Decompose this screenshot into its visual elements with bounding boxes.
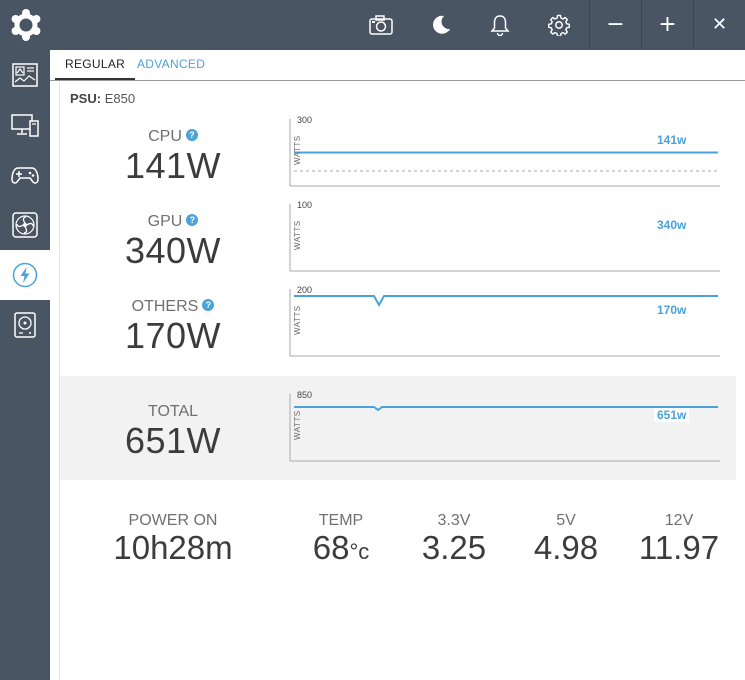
sidebar-item-cooling[interactable]: [0, 200, 50, 250]
total-label: TOTAL: [147, 403, 199, 420]
title-separator: [693, 0, 694, 50]
others-value: 170W: [124, 315, 222, 356]
cpu-chart-current: 141w: [654, 133, 690, 147]
sidebar-item-power[interactable]: [0, 250, 50, 300]
app-logo-icon: [11, 9, 41, 41]
maximize-button[interactable]: +: [642, 0, 693, 50]
camera-icon: [369, 15, 393, 35]
temp-label: TEMP: [318, 512, 364, 529]
others-chart-current: 170w: [654, 303, 690, 317]
tab-regular[interactable]: REGULAR: [55, 50, 136, 80]
minimize-button[interactable]: −: [590, 0, 641, 50]
cpu-label: CPU?: [73, 128, 273, 146]
notifications-button[interactable]: [475, 0, 525, 50]
v33-value: 3.25: [421, 529, 487, 566]
gpu-label-text: GPU: [147, 213, 183, 230]
moon-icon: [433, 15, 450, 34]
power-on-label: POWER ON: [128, 512, 218, 529]
cpu-chart-svg: [289, 119, 720, 187]
others-chart-svg: [289, 289, 720, 357]
temp-number: 68: [312, 529, 350, 566]
total-value: 651W: [124, 420, 222, 461]
gpu-chart-axis: WATTS: [293, 220, 302, 250]
others-chart-axis: WATTS: [293, 305, 302, 335]
settings-button[interactable]: [534, 0, 584, 50]
monitor-icon: [11, 114, 39, 137]
gpu-label: GPU?: [73, 213, 273, 231]
sidebar-item-storage[interactable]: [0, 300, 50, 350]
cpu-value: 141W: [124, 145, 222, 186]
storage-icon: [14, 312, 36, 338]
others-help-icon[interactable]: ?: [202, 299, 215, 311]
tab-advanced[interactable]: ADVANCED: [137, 57, 206, 71]
gpu-value: 340W: [124, 230, 222, 271]
gpu-chart-current: 340w: [654, 218, 690, 232]
title-separator: [589, 0, 590, 50]
sidebar-item-dashboard[interactable]: [0, 50, 50, 100]
minimize-icon: −: [606, 12, 625, 37]
others-chart: 200 WATTS 170w: [289, 285, 720, 357]
cpu-help-icon[interactable]: ?: [185, 129, 198, 141]
total-section: [60, 376, 736, 480]
close-button[interactable]: ✕: [694, 0, 745, 50]
content-panel: [59, 81, 745, 680]
tab-bar: REGULAR ADVANCED: [50, 50, 745, 81]
power-icon: [12, 262, 38, 288]
sidebar-item-system[interactable]: [0, 100, 50, 150]
night-mode-button[interactable]: [416, 0, 466, 50]
cpu-chart-max: 300: [297, 115, 313, 125]
gpu-help-icon[interactable]: ?: [186, 214, 199, 226]
fan-icon: [12, 212, 38, 238]
others-label: OTHERS?: [73, 298, 273, 316]
total-chart-current: 651w: [654, 408, 690, 422]
gear-icon: [548, 14, 570, 36]
cpu-chart-axis: WATTS: [293, 135, 302, 165]
cpu-chart: 300 WATTS 141w: [289, 115, 720, 187]
screenshot-button[interactable]: [356, 0, 406, 50]
title-bar: − + ✕: [0, 0, 745, 50]
v12-value: 11.97: [638, 529, 720, 566]
others-label-text: OTHERS: [131, 298, 199, 315]
close-icon: ✕: [711, 14, 728, 35]
psu-info: PSU: E850: [70, 91, 135, 106]
total-chart-max: 850: [297, 390, 313, 400]
title-separator: [641, 0, 642, 50]
gpu-chart: 100 WATTS 340w: [289, 200, 720, 272]
total-chart: 850 WATTS 651w: [289, 390, 720, 462]
gamepad-icon: [11, 167, 39, 184]
v12-label: 12V: [664, 512, 694, 529]
power-on-value: 10h28m: [113, 529, 233, 566]
dashboard-icon: [12, 63, 38, 87]
psu-label: PSU:: [70, 91, 102, 106]
v33-label: 3.3V: [437, 512, 471, 529]
total-chart-axis: WATTS: [293, 410, 302, 440]
gpu-chart-svg: [289, 204, 720, 272]
v5-label: 5V: [556, 512, 576, 529]
v5-value: 4.98: [533, 529, 599, 566]
temp-value: 68°c: [291, 529, 391, 567]
others-chart-max: 200: [297, 285, 313, 295]
sidebar-item-gaming[interactable]: [0, 150, 50, 200]
cpu-label-text: CPU: [148, 128, 182, 145]
psu-model: E850: [104, 91, 136, 106]
temp-unit: °c: [349, 539, 370, 564]
maximize-icon: +: [658, 12, 677, 37]
total-chart-svg: [289, 394, 720, 462]
gpu-chart-max: 100: [297, 200, 313, 210]
sidebar: [0, 50, 50, 680]
bell-icon: [490, 15, 510, 36]
